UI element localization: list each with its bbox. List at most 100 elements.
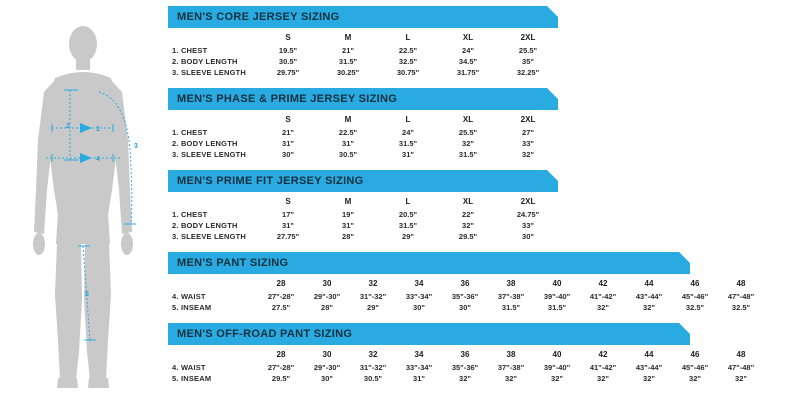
table-row: 3. SLEEVE LENGTH 27.75" 28" 29" 29.5" 30… <box>168 231 558 242</box>
section-prime-fit-jersey: MEN'S PRIME FIT JERSEY SIZING S M L XL 2… <box>168 170 798 244</box>
cell: 32" <box>597 303 609 312</box>
cell: 32" <box>505 374 517 383</box>
cell: 41"-42" <box>589 363 617 372</box>
section-pant: MEN'S PANT SIZING 28 30 32 34 36 38 40 <box>168 252 798 315</box>
cell: 35" <box>522 57 534 66</box>
col-header-38: 38 <box>506 350 516 359</box>
row-label: 2. BODY LENGTH <box>172 139 238 148</box>
table-row: 3. SLEEVE LENGTH 30" 30.5" 31" 31.5" 32" <box>168 149 558 160</box>
section-grid: S M L XL 2XL 1. CHEST 19.5" 21" 22.5" <box>168 28 798 80</box>
measurement-figure-panel: 1 2 3 4 5 <box>0 0 165 400</box>
callout-5: 5 <box>85 291 89 298</box>
cell: 25.5" <box>458 128 478 137</box>
callout-4: 4 <box>96 156 100 163</box>
col-header-36: 36 <box>460 350 470 359</box>
cell: 30" <box>522 232 534 241</box>
cell: 27" <box>522 128 534 137</box>
cell: 27.75" <box>276 232 300 241</box>
cell: 29"-30" <box>313 363 341 372</box>
callout-1: 1 <box>96 126 100 133</box>
table-corner-cell <box>168 32 258 45</box>
cell: 33" <box>522 139 534 148</box>
cell: 32" <box>462 221 474 230</box>
cell: 31" <box>342 221 354 230</box>
cell: 31"-32" <box>359 292 387 301</box>
cell: 22.5" <box>338 128 358 137</box>
cell: 32" <box>462 139 474 148</box>
cell: 19" <box>342 210 354 219</box>
row-label: 1. CHEST <box>172 46 208 55</box>
cell: 32" <box>459 374 471 383</box>
cell: 47"-48" <box>727 363 755 372</box>
section-header-core-jersey: MEN'S CORE JERSEY SIZING <box>168 6 558 28</box>
cell: 32.25" <box>516 68 540 77</box>
cell: 27"-28" <box>267 363 295 372</box>
cell: 31" <box>402 150 414 159</box>
cell: 31.75" <box>456 68 480 77</box>
table-corner-cell <box>168 349 258 362</box>
cell: 30.75" <box>396 68 420 77</box>
col-header-l: L <box>405 197 411 206</box>
cell: 21" <box>282 128 294 137</box>
col-header-m: M <box>344 197 352 206</box>
size-table-phase-prime-jersey: S M L XL 2XL 1. CHEST 21" 22.5" 24" <box>168 114 558 160</box>
col-header-28: 28 <box>276 350 286 359</box>
cell: 30.25" <box>336 68 360 77</box>
cell: 37"-38" <box>497 292 525 301</box>
col-header-42: 42 <box>598 350 608 359</box>
cell: 31.5" <box>338 57 358 66</box>
cell: 32" <box>551 374 563 383</box>
row-label: 4. WAIST <box>172 292 206 301</box>
cell: 31" <box>342 139 354 148</box>
cell: 45"-46" <box>681 363 709 372</box>
cell: 33" <box>522 221 534 230</box>
cell: 31"-32" <box>359 363 387 372</box>
callout-3: 3 <box>134 143 138 150</box>
row-label: 4. WAIST <box>172 363 206 372</box>
col-header-34: 34 <box>414 279 424 288</box>
cell: 31.5" <box>501 303 521 312</box>
table-corner-cell <box>168 196 258 209</box>
section-title: MEN'S CORE JERSEY SIZING <box>177 11 340 23</box>
table-header-row: S M L XL 2XL <box>168 32 558 45</box>
cell: 32.5" <box>731 303 751 312</box>
cell: 39"-40" <box>543 292 571 301</box>
cell: 19.5" <box>278 46 298 55</box>
cell: 30.5" <box>363 374 383 383</box>
col-header-l: L <box>405 115 411 124</box>
cell: 28" <box>321 303 333 312</box>
row-label: 3. SLEEVE LENGTH <box>172 232 247 241</box>
cell: 31.5" <box>398 139 418 148</box>
table-row: 3. SLEEVE LENGTH 29.75" 30.25" 30.75" 31… <box>168 67 558 78</box>
col-header-46: 46 <box>690 350 700 359</box>
row-label: 5. INSEAM <box>172 374 212 383</box>
col-header-44: 44 <box>644 350 654 359</box>
table-row: 1. CHEST 17" 19" 20.5" 22" 24.75" <box>168 209 558 220</box>
cell: 29"-30" <box>313 292 341 301</box>
row-label: 3. SLEEVE LENGTH <box>172 68 247 77</box>
cell: 31" <box>282 221 294 230</box>
table-row: 2. BODY LENGTH 31" 31" 31.5" 32" 33" <box>168 138 558 149</box>
section-grid: S M L XL 2XL 1. CHEST 17" 19" 20.5" <box>168 192 798 244</box>
row-label: 5. INSEAM <box>172 303 212 312</box>
cell: 45"-46" <box>681 292 709 301</box>
cell: 22" <box>462 210 474 219</box>
size-table-pant: 28 30 32 34 36 38 40 42 44 46 48 <box>168 278 764 313</box>
cell: 30.5" <box>278 57 298 66</box>
cell: 32" <box>643 303 655 312</box>
col-header-m: M <box>344 115 352 124</box>
section-off-road-pant: MEN'S OFF-ROAD PANT SIZING 28 30 32 34 3… <box>168 323 798 386</box>
cell: 29" <box>367 303 379 312</box>
size-table-core-jersey: S M L XL 2XL 1. CHEST 19.5" 21" 22.5" <box>168 32 558 78</box>
section-header-phase-prime-jersey: MEN'S PHASE & PRIME JERSEY SIZING <box>168 88 558 110</box>
col-header-30: 30 <box>322 279 332 288</box>
section-grid: 28 30 32 34 36 38 40 42 44 46 48 <box>168 274 798 315</box>
cell: 37"-38" <box>497 363 525 372</box>
table-row: 1. CHEST 19.5" 21" 22.5" 24" 25.5" <box>168 45 558 56</box>
section-title: MEN'S PHASE & PRIME JERSEY SIZING <box>177 93 398 105</box>
cell: 30" <box>282 150 294 159</box>
cell: 35"-36" <box>451 363 479 372</box>
table-header-row: 28 30 32 34 36 38 40 42 44 46 48 <box>168 278 764 291</box>
cell: 30" <box>413 303 425 312</box>
